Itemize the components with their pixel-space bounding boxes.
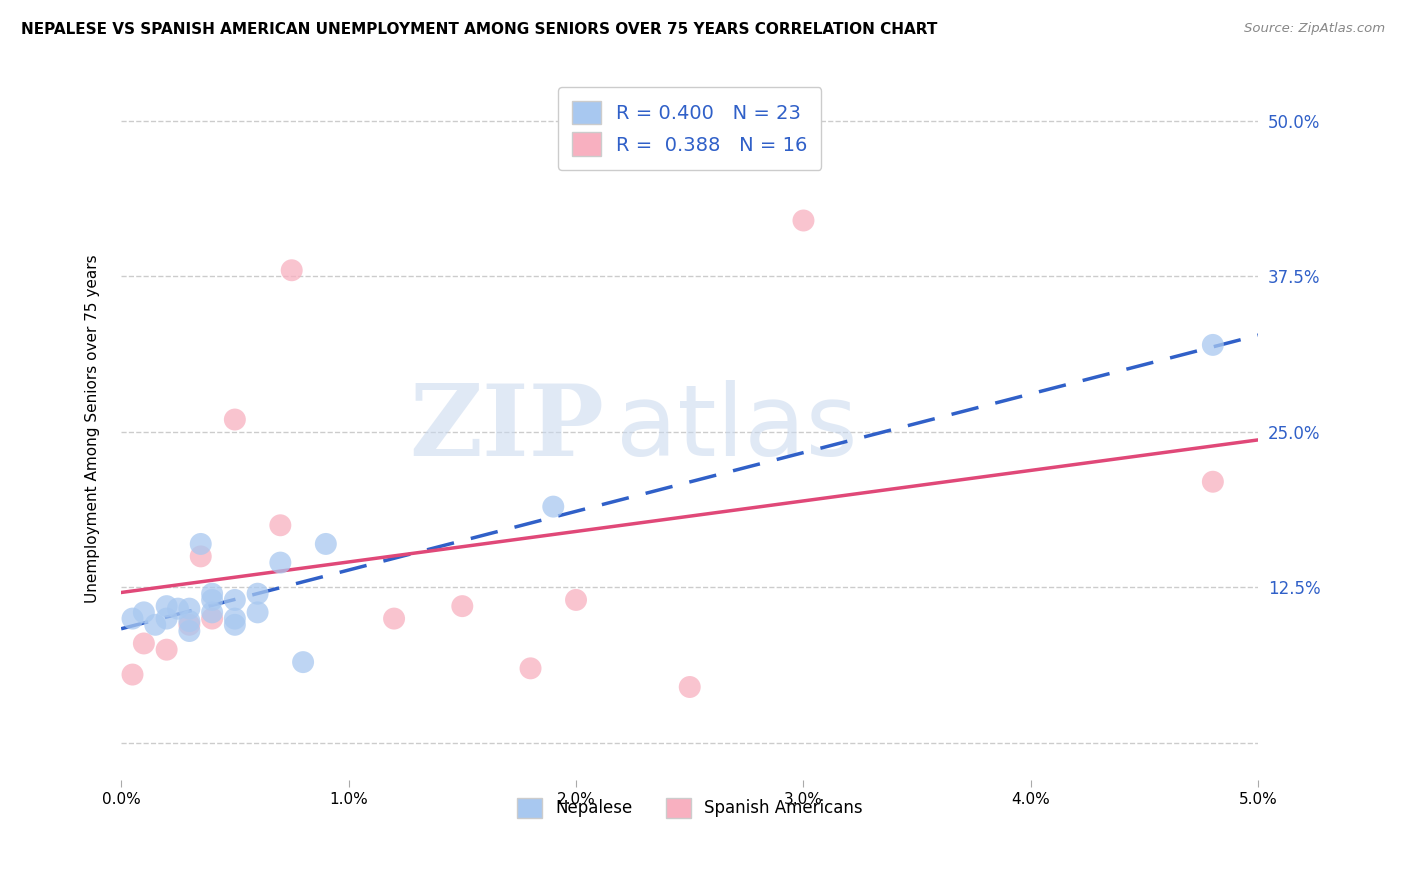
Point bbox=[269, 518, 291, 533]
Legend: Nepalese, Spanish Americans: Nepalese, Spanish Americans bbox=[510, 791, 869, 825]
Point bbox=[179, 614, 201, 628]
Point bbox=[179, 601, 201, 615]
Point bbox=[224, 611, 246, 625]
Point bbox=[451, 599, 474, 614]
Point bbox=[246, 606, 269, 620]
Point bbox=[121, 667, 143, 681]
Text: NEPALESE VS SPANISH AMERICAN UNEMPLOYMENT AMONG SENIORS OVER 75 YEARS CORRELATIO: NEPALESE VS SPANISH AMERICAN UNEMPLOYMEN… bbox=[21, 22, 938, 37]
Point bbox=[224, 412, 246, 426]
Point bbox=[132, 606, 155, 620]
Point bbox=[179, 624, 201, 638]
Point bbox=[179, 617, 201, 632]
Point bbox=[143, 617, 166, 632]
Point bbox=[224, 617, 246, 632]
Point bbox=[201, 606, 224, 620]
Point bbox=[519, 661, 541, 675]
Point bbox=[679, 680, 702, 694]
Point bbox=[382, 611, 405, 625]
Point bbox=[1202, 338, 1225, 352]
Point bbox=[1202, 475, 1225, 489]
Point bbox=[190, 537, 212, 551]
Point bbox=[156, 611, 179, 625]
Text: ZIP: ZIP bbox=[409, 380, 605, 477]
Point bbox=[201, 587, 224, 601]
Text: atlas: atlas bbox=[616, 380, 858, 477]
Point bbox=[565, 593, 588, 607]
Y-axis label: Unemployment Among Seniors over 75 years: Unemployment Among Seniors over 75 years bbox=[86, 254, 100, 603]
Point bbox=[190, 549, 212, 564]
Point bbox=[167, 601, 190, 615]
Text: Source: ZipAtlas.com: Source: ZipAtlas.com bbox=[1244, 22, 1385, 36]
Point bbox=[156, 642, 179, 657]
Point bbox=[792, 213, 814, 227]
Point bbox=[246, 587, 269, 601]
Point bbox=[121, 611, 143, 625]
Point bbox=[543, 500, 565, 514]
Point bbox=[224, 593, 246, 607]
Point bbox=[315, 537, 337, 551]
Point bbox=[292, 655, 315, 669]
Point bbox=[156, 599, 179, 614]
Point bbox=[201, 611, 224, 625]
Point bbox=[132, 636, 155, 650]
Point bbox=[201, 593, 224, 607]
Point bbox=[269, 556, 291, 570]
Point bbox=[280, 263, 302, 277]
